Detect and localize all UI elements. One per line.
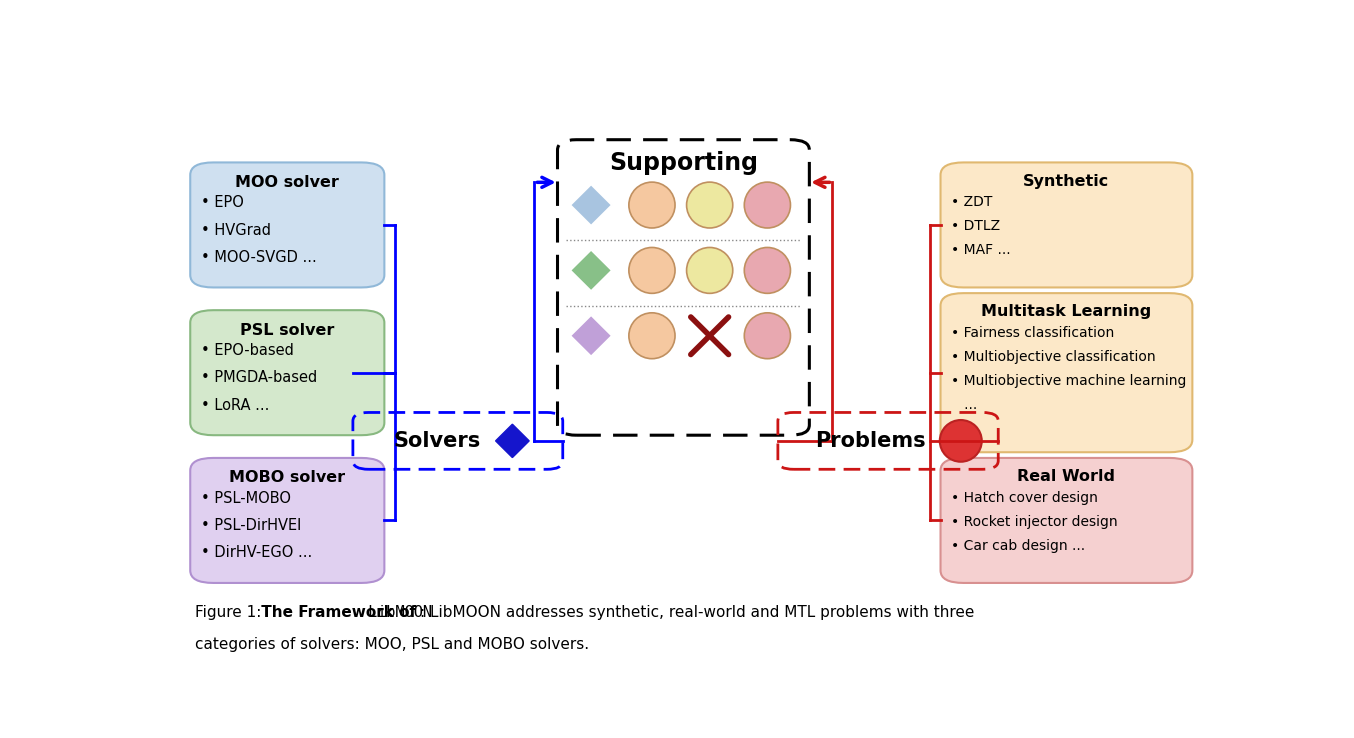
Ellipse shape [745, 182, 791, 228]
Text: • ZDT: • ZDT [951, 196, 992, 210]
Text: categories of solvers: MOO, PSL and MOBO solvers.: categories of solvers: MOO, PSL and MOBO… [195, 638, 589, 652]
Text: • MAF ...: • MAF ... [951, 243, 1010, 257]
Text: Real World: Real World [1017, 469, 1116, 484]
Text: Solvers: Solvers [393, 431, 481, 451]
FancyBboxPatch shape [941, 162, 1193, 287]
Text: • Rocket injector design: • Rocket injector design [951, 515, 1117, 528]
Text: • Hatch cover design: • Hatch cover design [951, 491, 1098, 505]
Text: Synthetic: Synthetic [1024, 173, 1109, 189]
Polygon shape [570, 249, 612, 292]
Text: • EPO-based: • EPO-based [200, 343, 294, 358]
Text: Problems: Problems [815, 431, 926, 451]
Text: • LoRA ...: • LoRA ... [200, 398, 269, 413]
Ellipse shape [745, 313, 791, 359]
Text: • DTLZ: • DTLZ [951, 219, 1001, 233]
Text: • Car cab design ...: • Car cab design ... [951, 539, 1085, 553]
Text: PSL solver: PSL solver [240, 323, 334, 338]
Text: • PSL-MOBO: • PSL-MOBO [200, 491, 291, 506]
Ellipse shape [628, 247, 676, 293]
Text: Multitask Learning: Multitask Learning [982, 305, 1151, 320]
Text: Figure 1:: Figure 1: [195, 604, 261, 619]
Text: ...: ... [951, 398, 978, 412]
Text: • DirHV-EGO ...: • DirHV-EGO ... [200, 545, 311, 560]
Text: • Multiobjective classification: • Multiobjective classification [951, 350, 1156, 364]
Ellipse shape [745, 247, 791, 293]
Text: • HVGrad: • HVGrad [200, 223, 271, 238]
Text: LibMOON: LibMOON [359, 604, 432, 619]
Text: Supporting: Supporting [609, 151, 758, 175]
Ellipse shape [686, 247, 733, 293]
Text: MOO solver: MOO solver [236, 175, 340, 190]
Text: : LibMOON addresses synthetic, real-world and MTL problems with three: : LibMOON addresses synthetic, real-worl… [420, 604, 975, 619]
FancyBboxPatch shape [941, 293, 1193, 452]
Text: • EPO: • EPO [200, 196, 244, 210]
Text: MOBO solver: MOBO solver [229, 470, 345, 486]
Ellipse shape [628, 313, 676, 359]
Polygon shape [570, 184, 612, 226]
Ellipse shape [686, 182, 733, 228]
Ellipse shape [628, 182, 676, 228]
Text: • PSL-DirHVEI: • PSL-DirHVEI [200, 518, 301, 533]
Ellipse shape [940, 420, 982, 462]
Polygon shape [496, 424, 529, 458]
FancyBboxPatch shape [190, 458, 385, 583]
Text: • PMGDA-based: • PMGDA-based [200, 370, 317, 385]
Text: The Framework of: The Framework of [256, 604, 417, 619]
Text: • Fairness classification: • Fairness classification [951, 326, 1114, 340]
Polygon shape [570, 315, 612, 356]
Text: • MOO-SVGD ...: • MOO-SVGD ... [200, 250, 317, 265]
Text: • Multiobjective machine learning: • Multiobjective machine learning [951, 374, 1186, 388]
FancyBboxPatch shape [190, 162, 385, 287]
FancyBboxPatch shape [190, 310, 385, 435]
FancyBboxPatch shape [941, 458, 1193, 583]
